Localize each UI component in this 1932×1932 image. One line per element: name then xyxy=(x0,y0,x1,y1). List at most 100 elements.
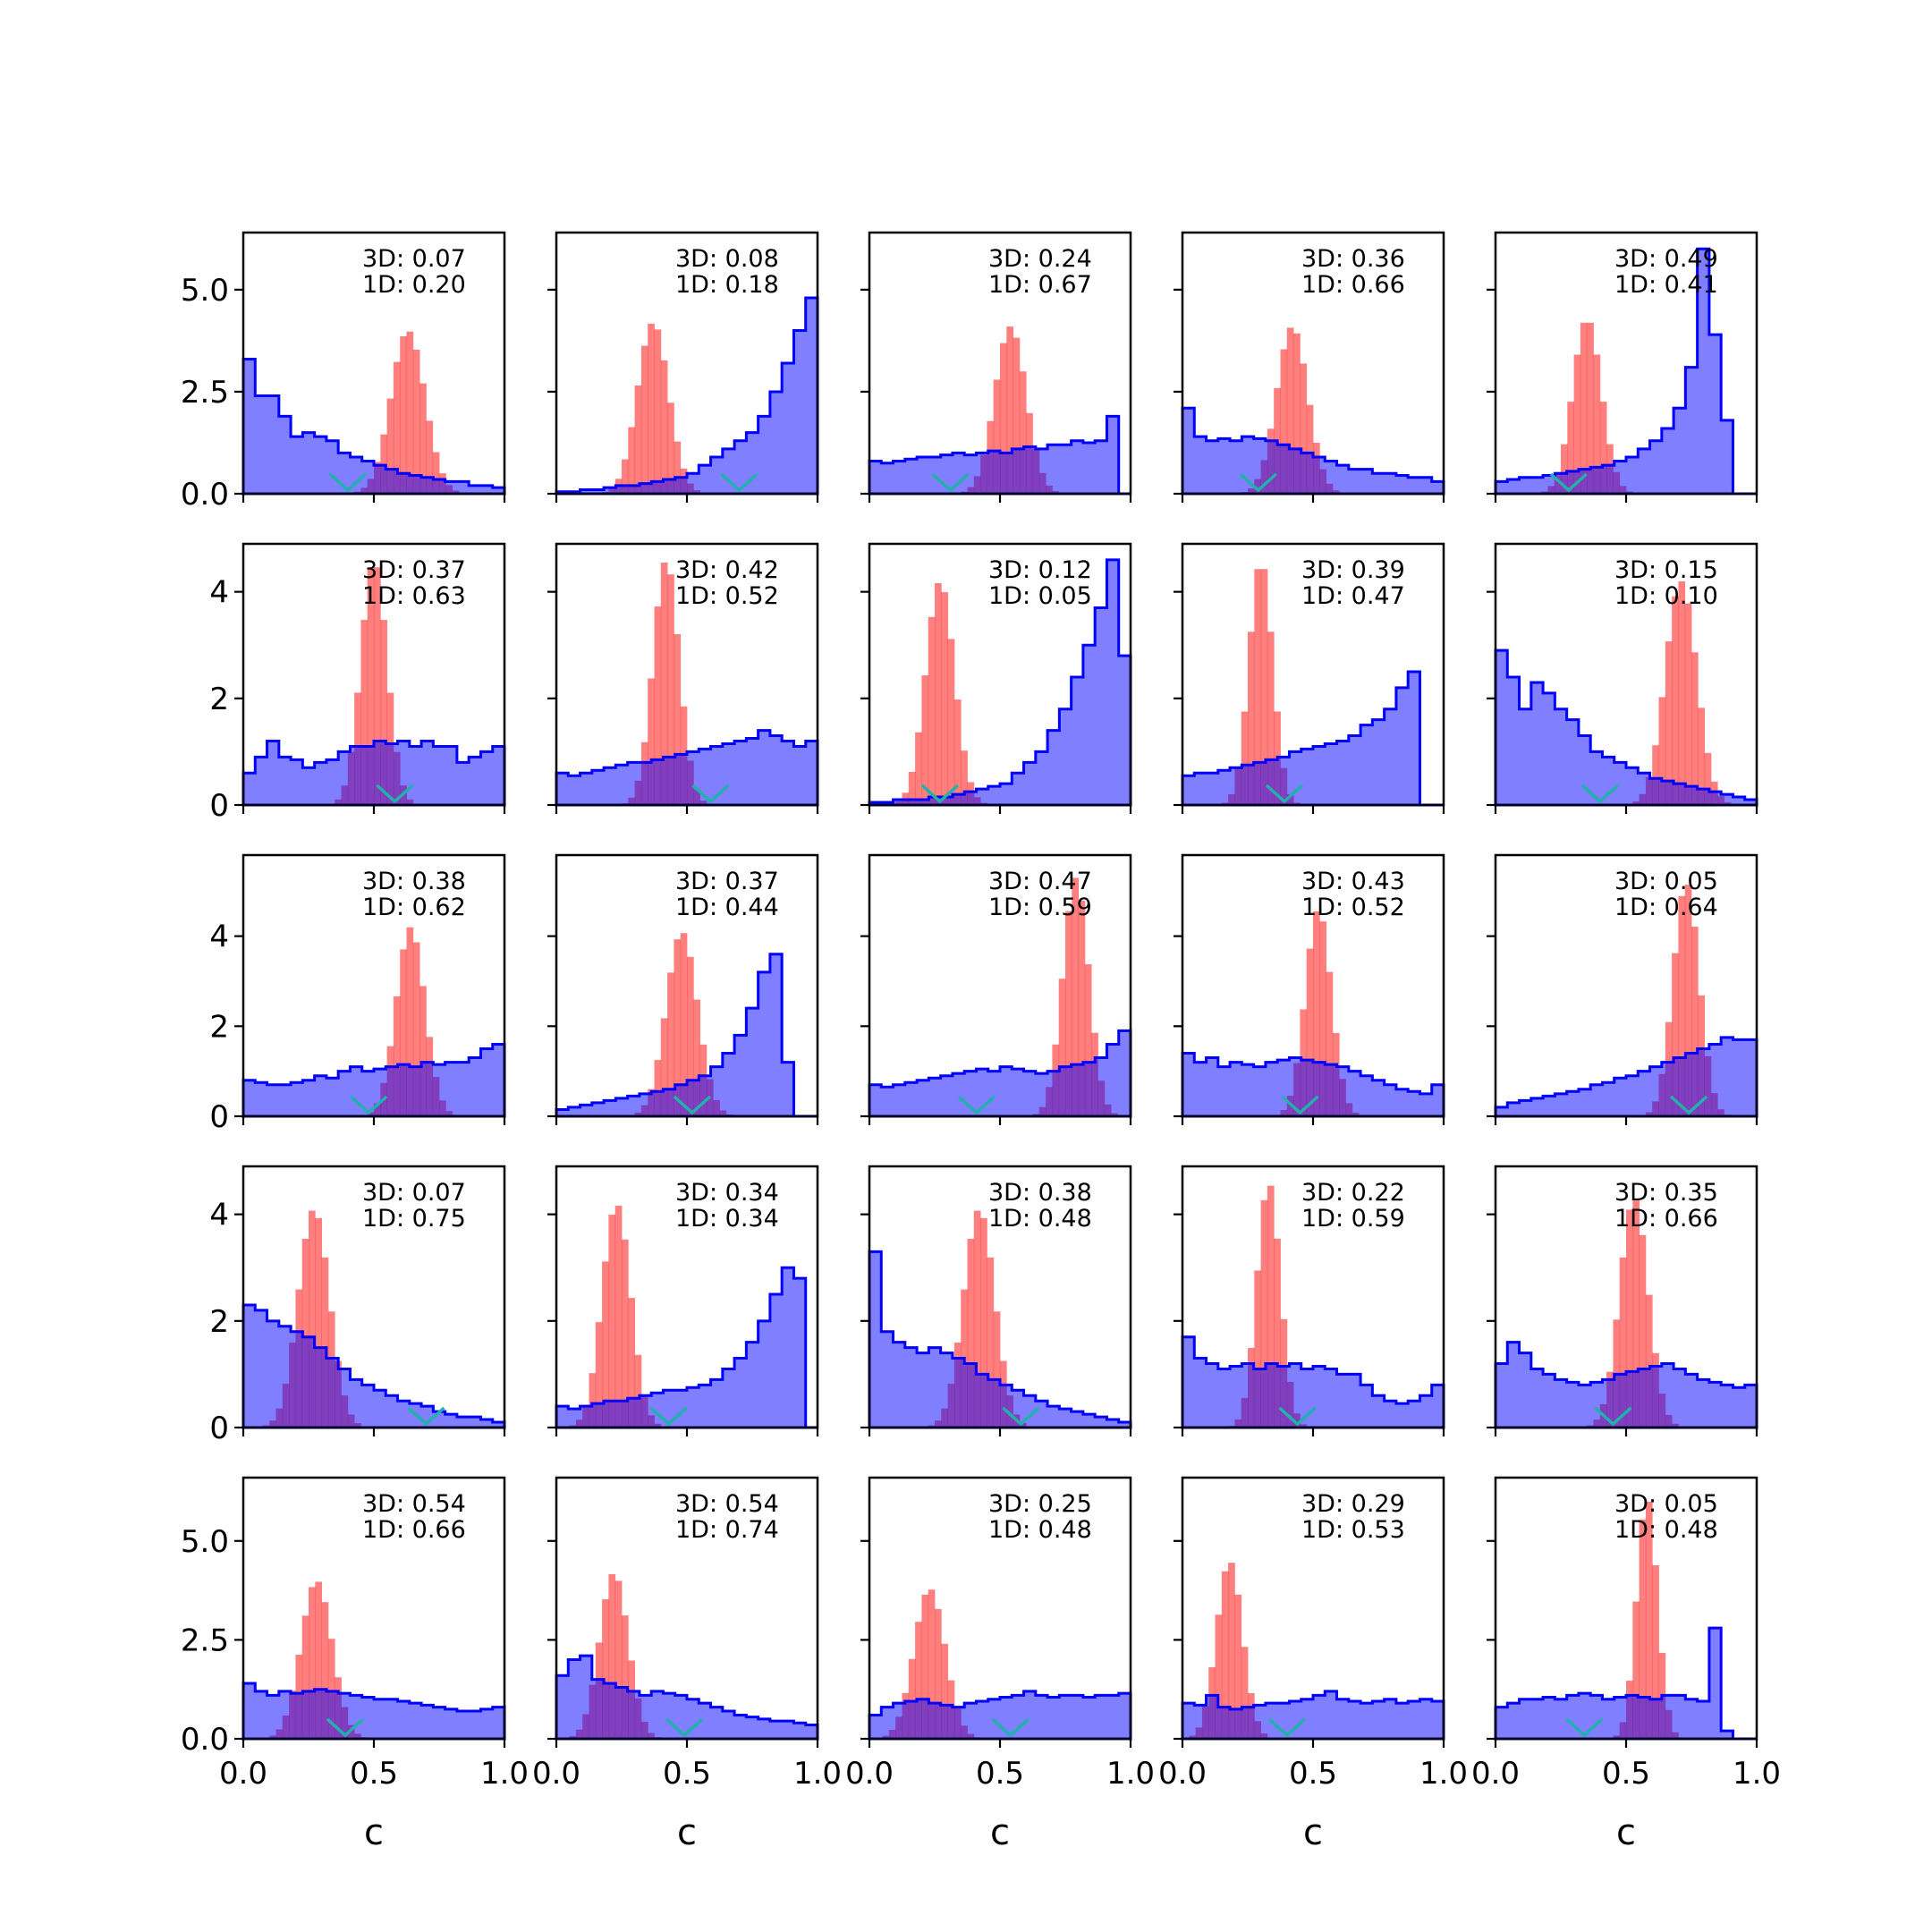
peak-hist-bar xyxy=(915,732,922,805)
x-tick-label: 0.0 xyxy=(1158,1756,1207,1792)
peak-hist-bar xyxy=(1632,1601,1640,1739)
peak-hist-bar xyxy=(648,323,655,494)
estimate-marker xyxy=(376,784,414,804)
peak-hist-bar xyxy=(667,972,674,1116)
peak-hist-bar xyxy=(1267,631,1275,805)
peak-hist-bar xyxy=(1234,1594,1242,1739)
peak-hist-bar xyxy=(1300,363,1308,494)
peak-hist-bar xyxy=(935,1608,942,1739)
peak-hist-bar xyxy=(400,335,407,494)
peak-hist-bar xyxy=(1639,1234,1647,1428)
y-tick-label: 2.5 xyxy=(181,375,229,411)
peak-hist-bar xyxy=(360,620,369,805)
y-tick-label: 0 xyxy=(209,788,229,824)
y-tick-label: 2 xyxy=(209,1009,229,1045)
annotation-3d: 3D: 0.39 xyxy=(1301,556,1405,584)
peak-hist-bar xyxy=(393,361,401,494)
peak-hist-bar xyxy=(393,996,401,1116)
annotation-3d: 3D: 0.25 xyxy=(988,1490,1092,1518)
uniform-hist-step xyxy=(242,739,506,807)
peak-hist-bar xyxy=(1652,1564,1659,1739)
annotation-1d: 1D: 0.64 xyxy=(1614,894,1718,921)
peak-hist-bar xyxy=(915,1622,922,1739)
x-tick-label: 0.5 xyxy=(350,1756,398,1792)
estimate-marker xyxy=(1669,1095,1708,1115)
peak-hist-bar xyxy=(1645,1501,1653,1739)
uniform-hist-step xyxy=(242,357,506,496)
peak-hist-bar xyxy=(1254,1270,1261,1428)
annotation-3d: 3D: 0.54 xyxy=(362,1490,466,1518)
peak-hist-bar xyxy=(947,639,955,805)
y-tick-label: 5.0 xyxy=(181,273,229,309)
estimate-marker xyxy=(1549,472,1588,493)
uniform-hist-step xyxy=(1181,406,1445,496)
peak-hist-bar xyxy=(1306,948,1314,1116)
estimate-marker xyxy=(649,1406,688,1427)
peak-hist-bar xyxy=(941,592,948,805)
uniform-hist-step xyxy=(1181,1690,1445,1741)
annotation-1d: 1D: 0.75 xyxy=(362,1205,466,1233)
x-tick-label: 0.0 xyxy=(219,1756,267,1792)
peak-hist-bar xyxy=(309,1587,316,1739)
estimate-marker xyxy=(1278,1406,1317,1427)
annotation-1d: 1D: 0.48 xyxy=(988,1516,1092,1544)
estimate-marker xyxy=(349,1095,388,1115)
annotation-3d: 3D: 0.49 xyxy=(1614,245,1718,273)
peak-hist-bar xyxy=(687,956,694,1116)
annotation-1d: 1D: 0.41 xyxy=(1614,271,1718,299)
peak-hist-bar xyxy=(993,1311,1001,1428)
annotation-1d: 1D: 0.48 xyxy=(1614,1516,1718,1544)
peak-hist-bar xyxy=(1000,343,1007,494)
uniform-hist-step xyxy=(242,1682,506,1741)
peak-hist-bar xyxy=(595,1322,603,1428)
uniform-hist-step xyxy=(555,953,818,1118)
x-axis-label: c xyxy=(364,1812,384,1853)
peak-hist-bar xyxy=(400,949,407,1116)
annotation-3d: 3D: 0.47 xyxy=(988,868,1092,895)
peak-hist-bar xyxy=(1626,1209,1633,1428)
peak-hist-bar xyxy=(1684,603,1692,805)
peak-hist-bar xyxy=(315,1217,322,1428)
peak-hist-bar xyxy=(1704,752,1712,805)
peak-hist-bar xyxy=(622,1239,629,1428)
peak-hist-bar xyxy=(412,942,420,1116)
uniform-hist-step xyxy=(1494,1626,1757,1741)
uniform-hist-step xyxy=(1494,1341,1758,1429)
annotation-1d: 1D: 0.18 xyxy=(675,271,779,299)
annotation-1d: 1D: 0.66 xyxy=(1614,1205,1718,1233)
peak-hist-bar xyxy=(953,699,962,805)
peak-hist-bar xyxy=(1593,354,1601,494)
peak-hist-bar xyxy=(1573,354,1581,494)
peak-hist-bar xyxy=(667,402,674,494)
y-tick-label: 4 xyxy=(209,1198,229,1233)
peak-hist-bar xyxy=(1215,1614,1223,1739)
x-tick-label: 1.0 xyxy=(480,1756,529,1792)
peak-hist-bar xyxy=(1632,1200,1640,1428)
peak-hist-bar xyxy=(1313,911,1320,1116)
peak-hist-bar xyxy=(648,678,655,805)
peak-hist-bar xyxy=(1639,1519,1647,1739)
peak-hist-bar xyxy=(1072,877,1079,1116)
estimate-marker xyxy=(957,1095,996,1115)
peak-hist-bar xyxy=(301,1615,309,1739)
peak-hist-bar xyxy=(1678,580,1686,805)
peak-hist-bar xyxy=(1672,953,1679,1116)
peak-hist-bar xyxy=(1228,1563,1235,1739)
peak-hist-bar xyxy=(660,360,668,494)
peak-hist-bar xyxy=(608,1573,616,1739)
peak-hist-bar xyxy=(1580,322,1588,494)
peak-hist-bar xyxy=(374,567,381,805)
uniform-hist-step xyxy=(868,1690,1132,1741)
peak-hist-bar xyxy=(680,933,688,1116)
peak-hist-bar xyxy=(1691,652,1699,805)
annotation-1d: 1D: 0.63 xyxy=(362,582,466,610)
x-tick-label: 0.5 xyxy=(1289,1756,1337,1792)
